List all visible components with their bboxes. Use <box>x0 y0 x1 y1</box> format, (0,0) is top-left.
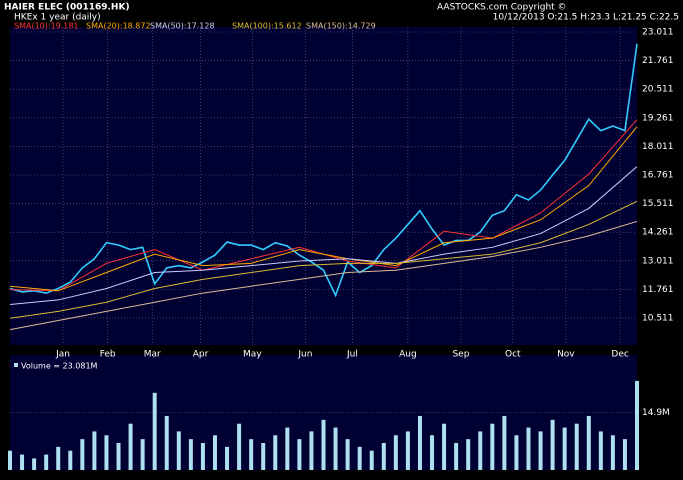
volume-bar <box>140 439 145 470</box>
volume-bar <box>574 423 579 470</box>
volume-bar <box>586 415 591 470</box>
volume-bar <box>430 435 435 470</box>
volume-bar <box>249 439 254 470</box>
legend-swatch <box>14 363 18 367</box>
volume-bar <box>562 427 567 470</box>
volume-bar <box>68 450 73 470</box>
sma-line <box>9 166 638 306</box>
chart-title: HAIER ELEC (001169.HK) <box>4 3 130 13</box>
volume-bar <box>176 431 181 470</box>
legend-label: SMA(20):18.872 <box>86 22 151 31</box>
volume-bar <box>152 392 157 470</box>
volume-bar <box>502 415 507 470</box>
y-tick-label: 14.9M <box>642 408 670 418</box>
volume-bar <box>128 423 133 470</box>
volume-bar <box>188 439 193 470</box>
volume-bar <box>200 442 205 470</box>
volume-bar <box>466 439 471 470</box>
volume-bar <box>237 423 242 470</box>
y-tick-label: 23.011 <box>642 28 674 38</box>
y-tick-label: 15.511 <box>642 199 674 209</box>
volume-bar <box>80 439 85 470</box>
legend-label: SMA(10):19.181 <box>14 22 79 31</box>
x-tick-label: Dec <box>611 350 628 360</box>
volume-bar <box>20 454 25 470</box>
volume-bar <box>490 423 495 470</box>
y-tick-label: 11.761 <box>642 285 674 295</box>
volume-bar <box>104 435 109 470</box>
volume-bar <box>297 439 302 470</box>
volume-bar <box>8 450 12 470</box>
price-line <box>9 43 638 298</box>
volume-bar <box>321 419 326 470</box>
price-panel <box>10 27 637 345</box>
volume-bar <box>32 458 37 470</box>
x-tick-label: Aug <box>399 350 417 360</box>
x-tick-label: Mar <box>144 350 161 360</box>
volume-bar <box>285 427 290 470</box>
x-tick-label: Sep <box>452 350 469 360</box>
x-tick-label: Feb <box>100 350 116 360</box>
sma-line <box>9 200 638 319</box>
volume-bar <box>92 431 97 470</box>
volume-bar <box>526 427 531 470</box>
volume-bar <box>164 415 169 470</box>
volume-bar <box>442 423 447 470</box>
x-tick-label: Jan <box>55 350 70 360</box>
y-tick-label: 19.261 <box>642 113 674 123</box>
x-tick-label: Apr <box>193 350 209 360</box>
quote: 10/12/2013 O:21.5 H:23.3 L:21.25 C:22.5 <box>493 13 679 23</box>
y-tick-label: 21.761 <box>642 56 674 66</box>
volume-bar <box>610 435 615 470</box>
legend-label: SMA(100):15.612 <box>232 22 302 31</box>
legend-label: Volume = 23.081M <box>21 362 98 371</box>
y-tick-label: 10.511 <box>642 313 674 323</box>
copyright: AASTOCKS.com Copyright © <box>437 3 567 13</box>
x-tick-label: Nov <box>557 350 575 360</box>
volume-bar <box>454 442 459 470</box>
volume-bar <box>44 454 49 470</box>
y-tick-label: 18.011 <box>642 142 674 152</box>
x-tick-label: Oct <box>505 350 521 360</box>
y-tick-label: 20.511 <box>642 85 674 95</box>
volume-bar <box>622 439 627 470</box>
volume-bar <box>369 450 374 470</box>
volume-bar <box>116 442 121 470</box>
subtitle: HKEx 1 year (daily) <box>14 13 101 23</box>
x-tick-label: Jun <box>297 350 312 360</box>
y-tick-label: 13.011 <box>642 256 674 266</box>
volume-bar <box>225 446 230 470</box>
y-tick-label: 14.261 <box>642 228 674 238</box>
volume-bar <box>309 431 314 470</box>
sma-line <box>9 126 638 292</box>
volume-bar <box>381 442 386 470</box>
legend-label: SMA(50):17.128 <box>150 22 215 31</box>
legend-label: SMA(150):14.729 <box>306 22 376 31</box>
volume-bar <box>333 427 338 470</box>
volume-bar <box>550 419 555 470</box>
volume-bar <box>405 431 410 470</box>
volume-bar <box>538 431 543 470</box>
volume-bar <box>273 435 278 470</box>
volume-bar <box>345 439 350 470</box>
volume-bar <box>635 380 639 470</box>
x-tick-label: Jul <box>346 350 358 360</box>
volume-bar <box>598 431 603 470</box>
volume-bar <box>478 431 483 470</box>
volume-bar <box>514 435 519 470</box>
volume-bar <box>357 446 362 470</box>
volume-bar <box>56 446 61 470</box>
volume-bar <box>417 415 422 470</box>
volume-bar <box>212 435 217 470</box>
volume-bar <box>261 442 266 470</box>
x-tick-label: May <box>243 350 262 360</box>
volume-bar <box>393 435 398 470</box>
sma-line <box>9 221 638 331</box>
y-tick-label: 16.761 <box>642 170 674 180</box>
